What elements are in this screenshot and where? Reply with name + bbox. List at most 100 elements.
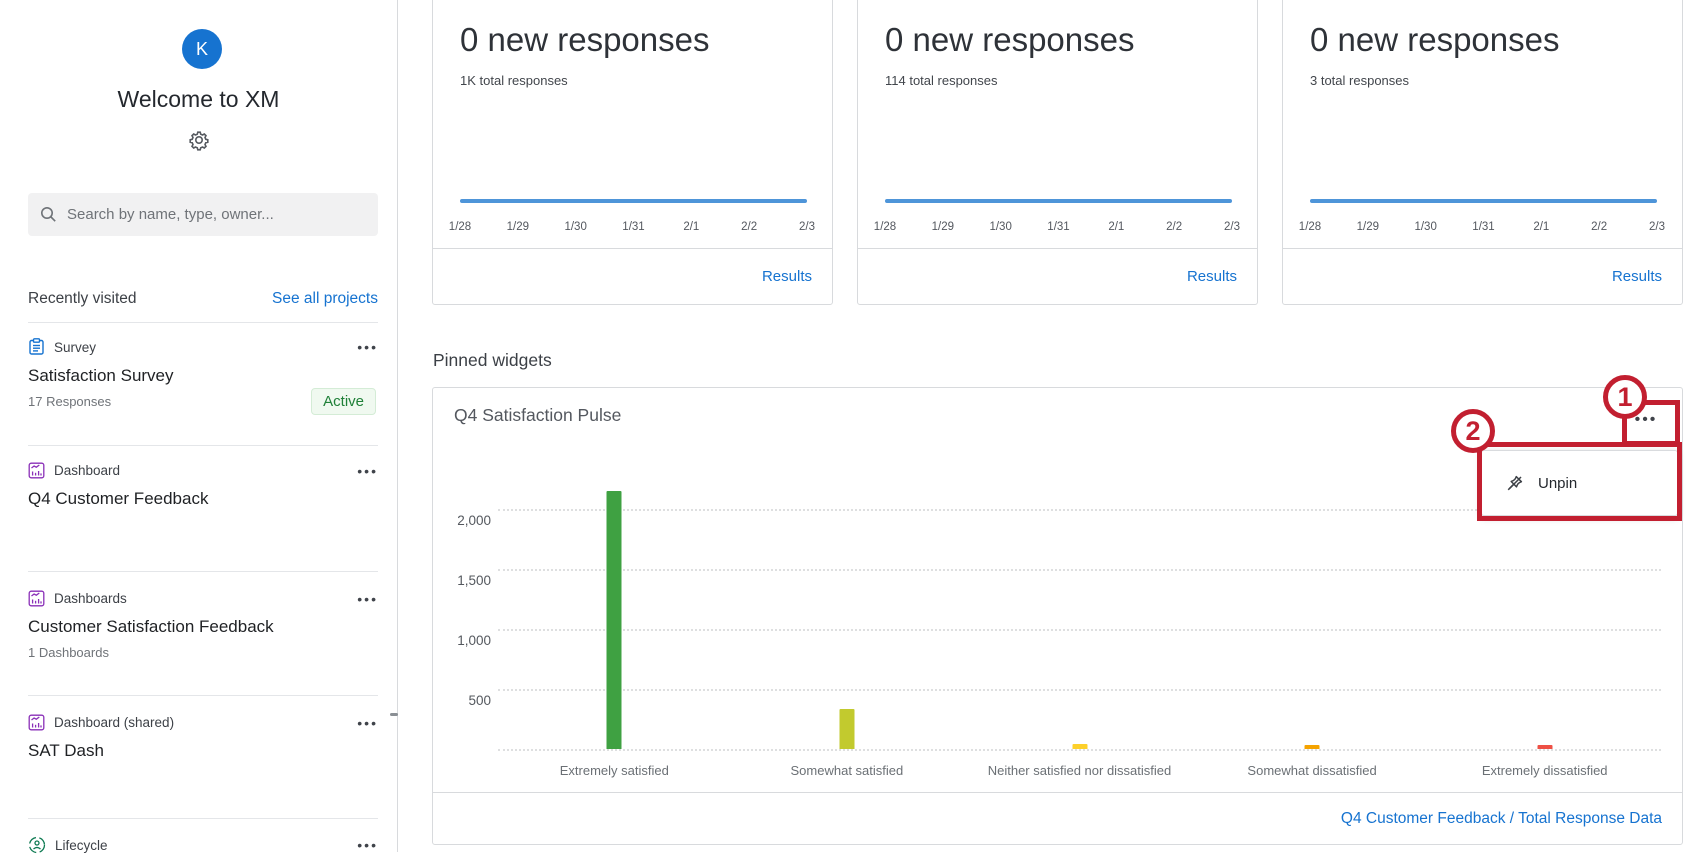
date-tick: 1/31: [622, 221, 645, 233]
avatar[interactable]: K: [182, 29, 222, 69]
response-card: 0 new responses 114 total responses 1/28…: [857, 0, 1258, 305]
date-axis: 1/28 1/29 1/30 1/31 2/1 2/2 2/3: [449, 221, 815, 235]
response-card: 0 new responses 3 total responses 1/28 1/…: [1282, 0, 1683, 305]
total-responses-label: 1K total responses: [460, 73, 568, 88]
search-icon: [41, 207, 56, 222]
item-type-label: Dashboards: [54, 591, 127, 606]
responses-sparkline: [1310, 199, 1657, 203]
date-tick: 2/1: [1533, 221, 1550, 233]
dashboard-icon: [28, 462, 45, 479]
total-responses-label: 3 total responses: [1310, 73, 1410, 88]
see-all-projects-link[interactable]: See all projects: [272, 290, 378, 307]
settings-button[interactable]: [0, 128, 397, 152]
pinned-widget-q4-satisfaction-pulse: Q4 Satisfaction Pulse Extremely satisfie…: [432, 387, 1683, 845]
date-tick: 1/28: [1298, 221, 1322, 233]
gear-icon: [188, 131, 209, 151]
divider: [28, 571, 378, 572]
sidebar-item-lifecycle[interactable]: Lifecycle: [28, 836, 378, 854]
gridline: [498, 689, 1661, 691]
item-options-button[interactable]: [357, 840, 378, 850]
ellipsis-icon: [1635, 411, 1658, 428]
date-tick: 2/3: [1649, 221, 1665, 233]
y-axis-tick-label: 500: [468, 693, 491, 708]
y-axis-tick-label: 1,500: [457, 573, 491, 588]
status-badge: Active: [311, 388, 376, 415]
y-axis-tick-label: 2,000: [457, 513, 491, 528]
date-tick: 1/29: [931, 221, 955, 233]
date-tick: 1/31: [1047, 221, 1070, 233]
responses-sparkline: [885, 199, 1232, 203]
gridline: [498, 569, 1661, 571]
annotation-step-2: 2: [1451, 409, 1495, 453]
baseline: [498, 749, 1661, 751]
new-responses-count: 0 new responses: [460, 21, 710, 58]
results-link[interactable]: Results: [1611, 268, 1662, 285]
card-footer: Results: [433, 248, 832, 304]
pinned-widgets-heading: Pinned widgets: [433, 350, 552, 370]
bar-extremely-satisfied: [606, 491, 622, 749]
sidebar-item-customer-satisfaction-feedback[interactable]: Dashboards Customer Satisfaction Feedbac…: [28, 590, 378, 660]
divider: [28, 695, 378, 696]
date-axis: 1/28 1/29 1/30 1/31 2/1 2/2 2/3: [874, 221, 1240, 235]
x-axis-category-label: Extremely dissatisfied: [1481, 763, 1608, 778]
item-title[interactable]: Q4 Customer Feedback: [28, 489, 209, 508]
welcome-title: Welcome to XM: [117, 86, 280, 112]
bar-neither-satisfied-nor-dissatisfied: [1072, 743, 1087, 749]
bar-somewhat-dissatisfied: [1304, 744, 1320, 749]
date-tick: 1/28: [873, 221, 897, 233]
response-cards-row: 0 new responses 1K total responses 1/28 1…: [432, 0, 1683, 305]
item-subtitle: 17 Responses: [28, 394, 112, 409]
date-tick: 2/1: [1108, 221, 1125, 233]
widget-source-link[interactable]: Q4 Customer Feedback / Total Response Da…: [1340, 810, 1662, 827]
search-box[interactable]: [28, 193, 378, 236]
sidebar-item-satisfaction-survey[interactable]: Survey Satisfaction Survey 17 Responses …: [28, 338, 378, 415]
date-tick: 1/30: [1414, 221, 1437, 233]
item-options-button[interactable]: [357, 342, 378, 352]
survey-icon: [29, 338, 44, 355]
date-tick: 2/1: [683, 221, 700, 233]
item-options-button[interactable]: [357, 718, 378, 728]
total-responses-label: 114 total responses: [885, 73, 998, 88]
y-axis-tick-label: 1,000: [457, 633, 491, 648]
annotation-step-1: 1: [1603, 375, 1647, 419]
sidebar-item-q4-customer-feedback[interactable]: Dashboard Q4 Customer Feedback: [28, 462, 378, 509]
date-tick: 1/30: [564, 221, 587, 233]
sidebar-scroll-thumb[interactable]: [390, 713, 398, 716]
x-axis-category-label: Somewhat satisfied: [790, 763, 904, 778]
item-options-button[interactable]: [357, 466, 378, 476]
item-subtitle: 1 Dashboards: [28, 645, 109, 660]
divider: [28, 322, 378, 323]
gridline: [498, 509, 1661, 511]
item-type-label: Lifecycle: [55, 837, 108, 853]
dashboard-icon: [28, 714, 45, 731]
new-responses-count: 0 new responses: [885, 21, 1135, 58]
divider: [28, 818, 378, 819]
date-tick: 1/28: [448, 221, 472, 233]
search-input[interactable]: [67, 206, 347, 223]
item-options-button[interactable]: [357, 594, 378, 604]
response-card: 0 new responses 1K total responses 1/28 1…: [432, 0, 833, 305]
item-title[interactable]: Customer Satisfaction Feedback: [28, 617, 274, 636]
results-link[interactable]: Results: [1186, 268, 1237, 285]
date-tick: 2/3: [1224, 221, 1240, 233]
gridline: [498, 629, 1661, 631]
item-type-label: Survey: [54, 339, 97, 355]
unpin-menu-item[interactable]: Unpin: [1504, 473, 1577, 494]
x-axis-category-label: Extremely satisfied: [559, 763, 669, 778]
results-link[interactable]: Results: [761, 268, 812, 285]
item-type-label: Dashboard: [54, 463, 121, 478]
widget-menu-dropdown: Unpin: [1481, 450, 1678, 516]
date-tick: 2/3: [799, 221, 815, 233]
lifecycle-icon: [28, 836, 46, 854]
responses-sparkline: [460, 199, 807, 203]
widget-title: Q4 Satisfaction Pulse: [454, 405, 622, 425]
recently-visited-label: Recently visited: [28, 290, 137, 307]
x-axis-category-label: Neither satisfied nor dissatisfied: [987, 763, 1172, 778]
date-tick: 1/29: [1356, 221, 1380, 233]
unpin-icon: [1507, 475, 1523, 490]
item-title[interactable]: SAT Dash: [28, 741, 104, 760]
sidebar-item-sat-dash[interactable]: Dashboard (shared) SAT Dash: [28, 714, 378, 761]
bar-extremely-dissatisfied: [1537, 745, 1553, 749]
dashboard-icon: [28, 590, 45, 607]
item-title[interactable]: Satisfaction Survey: [28, 366, 174, 385]
